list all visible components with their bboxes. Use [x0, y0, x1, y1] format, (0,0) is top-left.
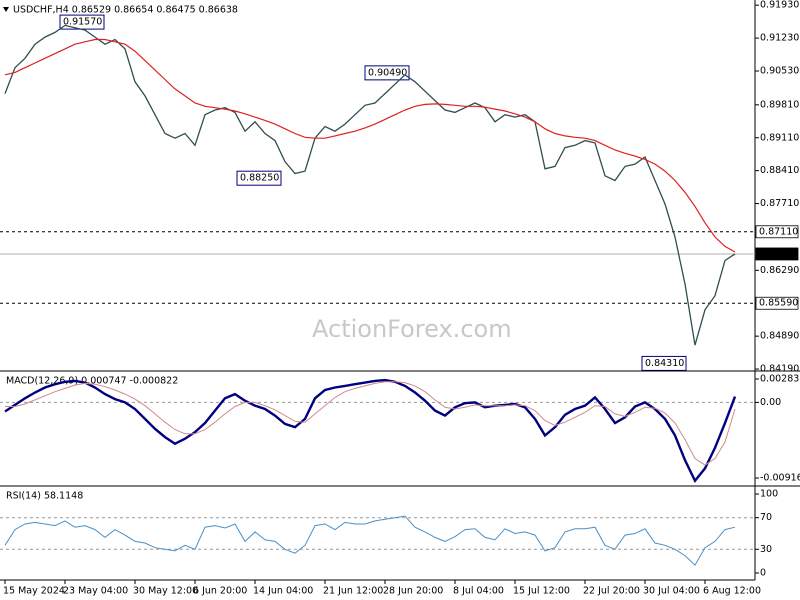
y-tick-label: 0.84190	[760, 364, 799, 375]
x-tick-label: 8 Jul 04:00	[453, 586, 504, 597]
y-tick-label: 0	[760, 567, 766, 578]
level-label-box	[755, 296, 799, 310]
x-tick-label: 30 Jul 04:00	[643, 586, 700, 597]
x-tick-label: 30 May 12:00	[133, 586, 198, 597]
y-tick-label: 0.88410	[760, 165, 799, 176]
x-tick-label: 15 May 2024	[3, 586, 65, 597]
y-tick-label: 30	[760, 544, 772, 555]
level-label: 0.87110	[759, 226, 798, 237]
y-tick-label: 0.87710	[760, 198, 799, 209]
x-tick-label: 22 Jul 20:00	[583, 586, 640, 597]
level-label: 0.85590	[759, 298, 798, 309]
annotation-label: 0.84310	[645, 358, 684, 369]
annotation-box	[641, 355, 687, 371]
x-tick-label: 28 Jun 20:00	[383, 586, 443, 597]
x-tick-label: 14 Jun 04:00	[253, 586, 313, 597]
x-tick-label: 6 Jun 20:00	[193, 586, 247, 597]
series-line	[4, 515, 736, 566]
watermark: ActionForex.com	[312, 315, 512, 343]
y-tick-label: 0.84890	[760, 331, 799, 342]
y-tick-label: 0.91230	[760, 33, 799, 44]
y-tick-label: 70	[760, 512, 772, 523]
y-tick-label: 0.91930	[760, 0, 799, 11]
annotation-box	[364, 65, 410, 81]
y-tick-label: 0.89810	[760, 99, 799, 110]
y-tick-label: 0.89110	[760, 132, 799, 143]
panel-title: MACD(12,26,9) 0.000747 -0.000822	[6, 376, 178, 387]
series-line	[4, 378, 737, 484]
x-tick-label: 15 Jul 12:00	[513, 586, 570, 597]
y-tick-label: 0.00	[760, 397, 781, 408]
series-line	[4, 24, 736, 346]
annotation-label: 0.91570	[63, 17, 102, 28]
y-tick-label: 0.86290	[760, 265, 799, 276]
level-label-box	[755, 225, 799, 239]
symbol-arrow	[3, 7, 9, 12]
level-label-box	[755, 247, 799, 261]
y-tick-label: 100	[760, 489, 778, 500]
y-tick-label: 0.002835	[760, 373, 800, 384]
x-tick-label: 21 Jun 12:00	[323, 586, 383, 597]
series-line	[4, 38, 736, 253]
y-tick-label: -0.009161	[760, 473, 800, 484]
annotation-label: 0.88250	[240, 173, 279, 184]
x-tick-label: 23 May 04:00	[63, 586, 128, 597]
chart-title: USDCHF,H4 0.86529 0.86654 0.86475 0.8663…	[13, 5, 238, 16]
y-tick-label: 0.90530	[760, 65, 799, 76]
level-label: 0.86638	[759, 248, 798, 259]
series-line	[5, 381, 736, 466]
annotation-label: 0.90490	[368, 67, 407, 78]
x-tick-label: 6 Aug 12:00	[703, 586, 761, 597]
panel-title: RSI(14) 58.1148	[6, 491, 83, 502]
annotation-box	[236, 170, 282, 186]
